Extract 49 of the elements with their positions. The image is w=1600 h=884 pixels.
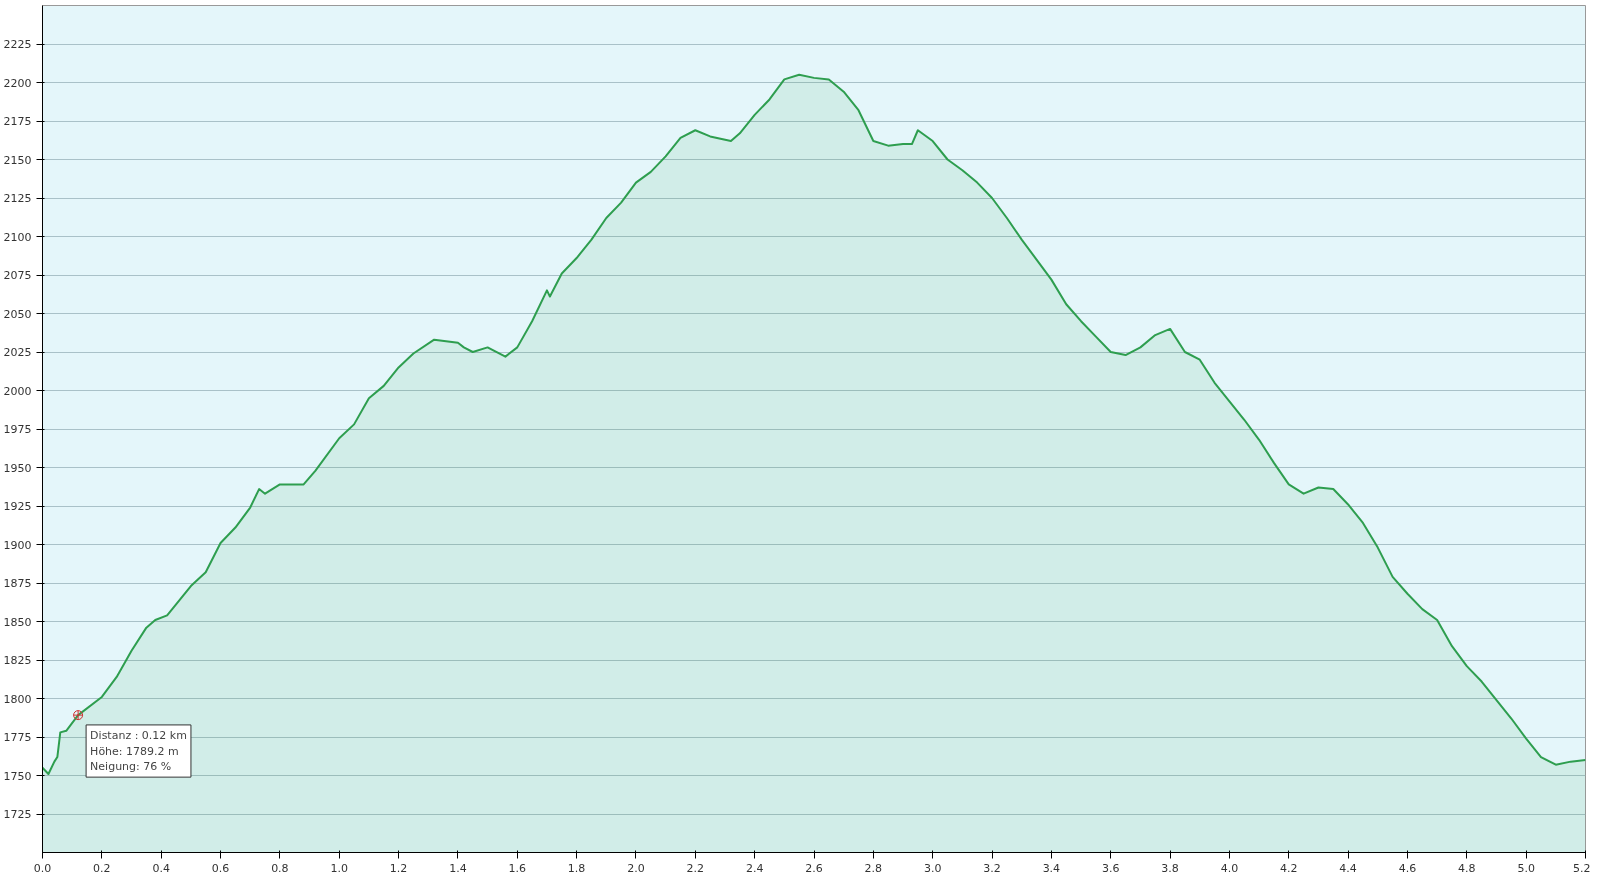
x-tick-label: 3.8 <box>1161 861 1179 875</box>
y-tick-label: 2225 <box>3 38 32 51</box>
x-tick-label: 5.0 <box>1517 861 1535 875</box>
x-tick-label: 2.4 <box>745 861 764 875</box>
y-tick-label: 2200 <box>3 76 32 90</box>
y-tick-label: 1975 <box>3 423 32 436</box>
x-tick-label: 4.8 <box>1458 861 1476 875</box>
x-tick-label: 2.0 <box>627 861 645 875</box>
y-tick-label: 2100 <box>3 230 32 244</box>
y-tick-label: 1850 <box>3 615 32 629</box>
y-tick-label: 1725 <box>3 808 32 821</box>
y-tick-label: 2125 <box>3 192 32 205</box>
y-tick-label: 2000 <box>3 384 32 398</box>
x-tick-label: 0.4 <box>152 861 170 875</box>
x-tick-label: 1.2 <box>389 861 408 875</box>
x-tick-label: 3.0 <box>923 861 942 875</box>
y-tick-label: 2150 <box>3 153 32 167</box>
y-tick-label: 2050 <box>3 307 32 321</box>
x-tick-label: 1.0 <box>330 861 348 875</box>
x-tick-label: 1.6 <box>508 861 527 875</box>
x-tick-label: 5.2 <box>1573 861 1591 875</box>
x-tick-label: 0.0 <box>33 861 52 875</box>
y-tick-label: 1750 <box>3 769 32 783</box>
x-tick-label: 4.4 <box>1339 861 1357 875</box>
y-tick-label: 1825 <box>3 654 32 667</box>
y-tick-label: 2025 <box>3 346 32 359</box>
x-tick-label: 2.6 <box>805 861 823 875</box>
x-tick-label: 4.2 <box>1280 861 1298 875</box>
y-tick-label: 1800 <box>3 692 32 706</box>
annotation: Distanz : 0.12 km Höhe: 1789.2 m Neigung: 76 % <box>90 728 187 774</box>
x-tick-label: 2.8 <box>864 861 883 875</box>
y-tick-label: 1950 <box>3 461 32 475</box>
x-tick-label: 1.4 <box>449 861 467 875</box>
x-tick-label: 1.8 <box>567 861 586 875</box>
x-tick-label: 3.2 <box>983 861 1001 875</box>
y-tick-label: 2175 <box>3 115 32 128</box>
x-tick-label: 0.8 <box>271 861 289 875</box>
x-tick-label: 2.2 <box>686 861 705 875</box>
y-tick-label: 1900 <box>3 538 32 552</box>
y-tick-label: 1925 <box>3 500 32 513</box>
x-tick-label: 3.6 <box>1101 861 1120 875</box>
y-tick-label: 1775 <box>3 731 32 744</box>
x-tick-label: 0.6 <box>211 861 230 875</box>
x-tick-label: 0.2 <box>93 861 111 875</box>
x-tick-label: 4.0 <box>1220 861 1239 875</box>
y-tick-label: 1875 <box>3 577 32 590</box>
x-tick-label: 4.6 <box>1398 861 1417 875</box>
x-tick-label: 3.4 <box>1042 861 1061 875</box>
y-tick-label: 2075 <box>3 269 32 282</box>
